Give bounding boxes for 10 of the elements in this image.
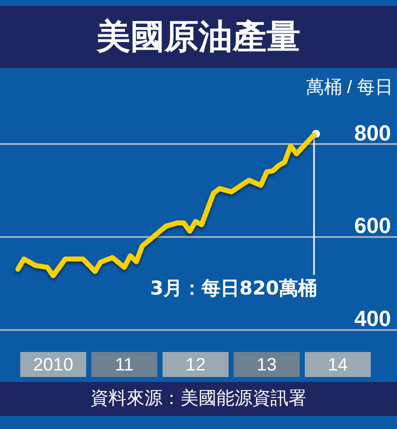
x-tick-label: 2010 <box>33 354 74 374</box>
x-tick-label: 13 <box>256 354 277 374</box>
y-tick-label: 400 <box>354 306 391 331</box>
annotation: 3月：每日820萬桶 <box>150 277 318 300</box>
y-axis-title: 萬桶 / 每日 <box>306 77 393 97</box>
x-tick-label: 14 <box>328 354 348 374</box>
x-tick-label: 12 <box>186 354 206 374</box>
y-tick-label: 600 <box>354 213 391 238</box>
y-tick-label: 800 <box>354 120 391 146</box>
x-tick-label: 11 <box>114 354 134 374</box>
